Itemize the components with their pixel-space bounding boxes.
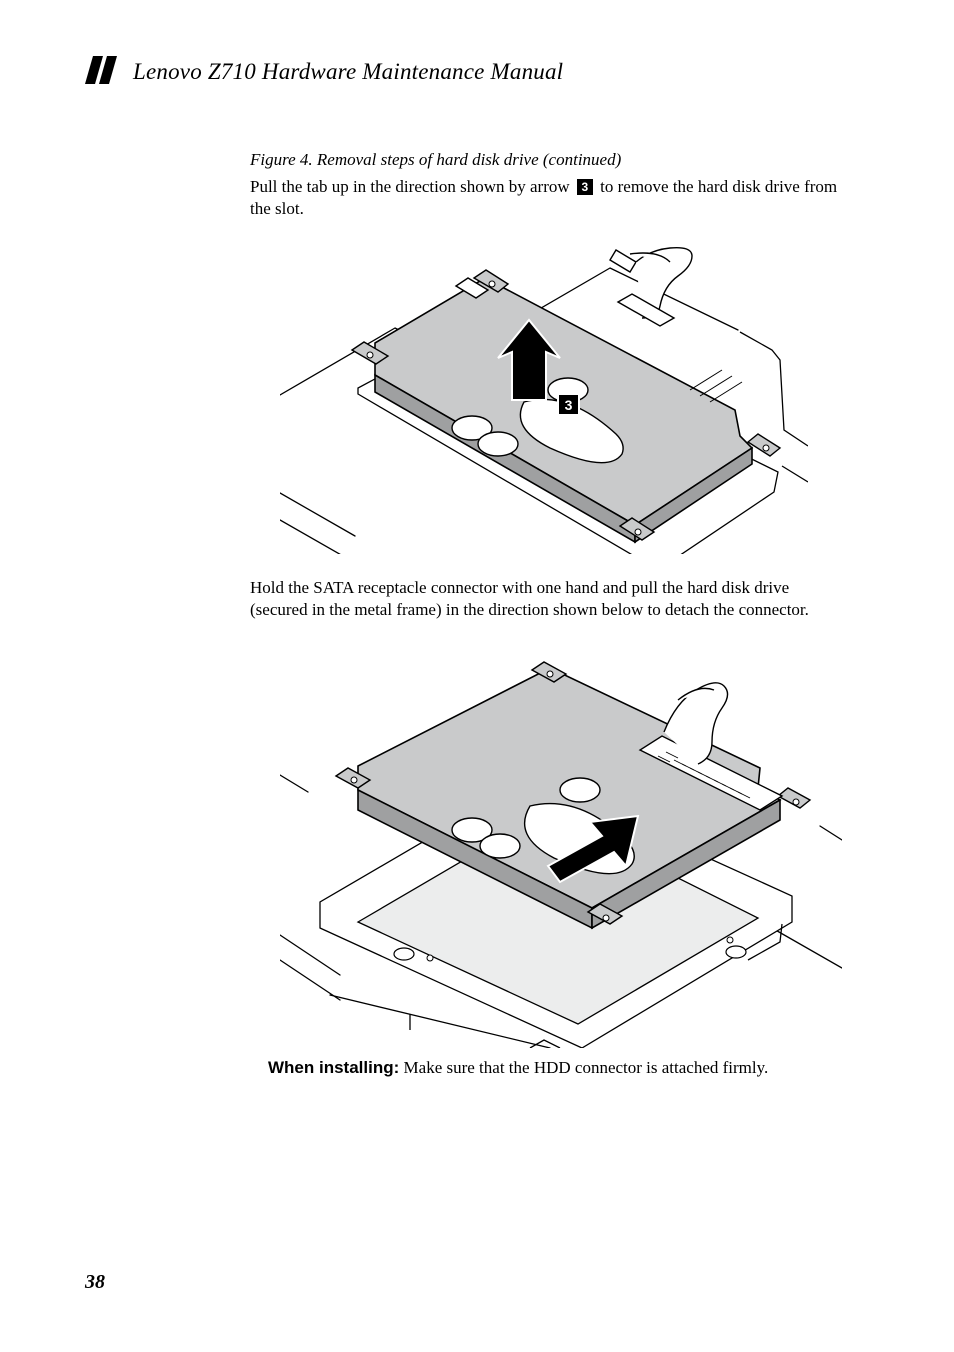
paragraph-2: Hold the SATA receptacle connector with … xyxy=(250,577,840,622)
paragraph-3: When installing: Make sure that the HDD … xyxy=(268,1057,858,1079)
figure-2 xyxy=(280,660,842,1048)
page-title: Lenovo Z710 Hardware Maintenance Manual xyxy=(133,59,563,85)
document-page: Lenovo Z710 Hardware Maintenance Manual … xyxy=(0,0,954,1352)
header-slash-icon xyxy=(85,56,127,84)
figure-caption: Figure 4. Removal steps of hard disk dri… xyxy=(250,150,621,170)
svg-text:3: 3 xyxy=(565,397,573,413)
paragraph-1-before: Pull the tab up in the direction shown b… xyxy=(250,177,574,196)
step-number-badge: 3 xyxy=(577,179,593,195)
page-number: 38 xyxy=(85,1271,105,1294)
figure-1: 3 xyxy=(280,240,808,554)
install-label: When installing: xyxy=(268,1058,399,1077)
paragraph-1: Pull the tab up in the direction shown b… xyxy=(250,176,840,221)
install-text: Make sure that the HDD connector is atta… xyxy=(399,1058,768,1077)
